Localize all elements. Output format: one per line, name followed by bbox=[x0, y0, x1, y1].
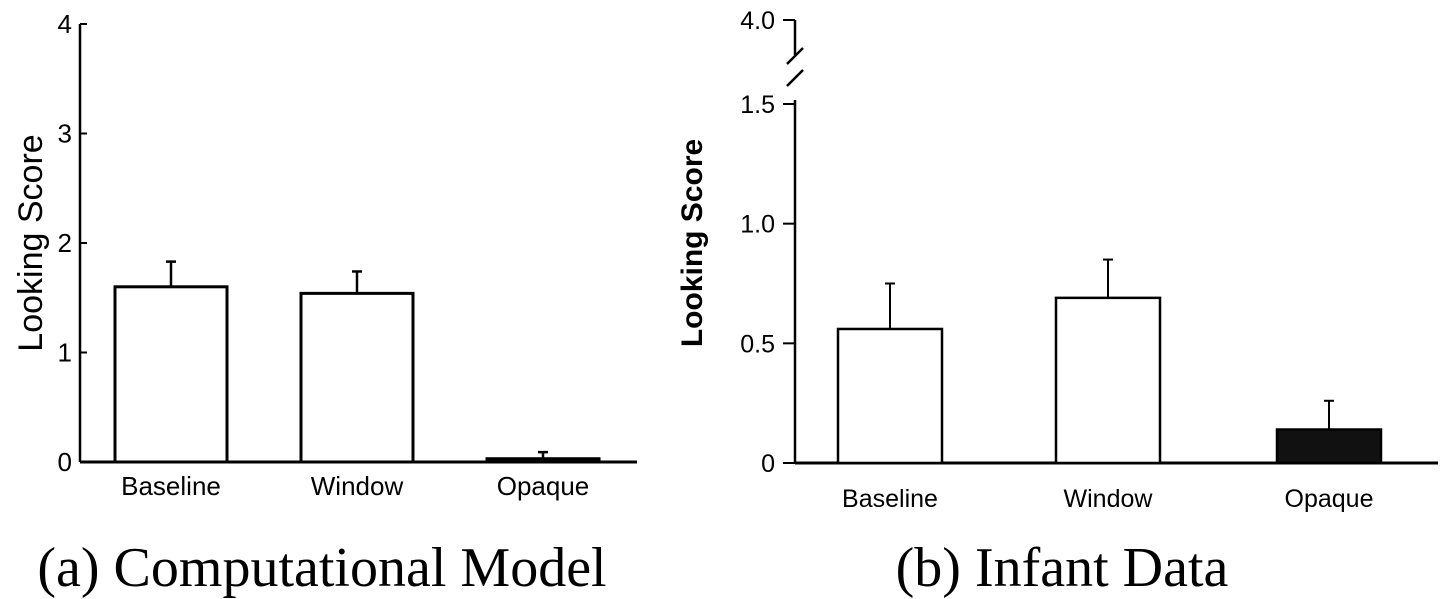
panel-b-bar-window bbox=[1054, 296, 1162, 465]
panel-b-y-tick-label: 1.5 bbox=[740, 91, 775, 119]
panel-b-y-tick-label: 1.0 bbox=[740, 211, 775, 239]
panel-b-axis-break-mark bbox=[786, 47, 804, 65]
panel-b-y-tick-label: 0 bbox=[761, 450, 775, 478]
panel-b-y-axis-label: Looking Score bbox=[676, 139, 709, 347]
panel-b-y-tick-label: 4.0 bbox=[740, 7, 775, 35]
panel-a-bar-baseline bbox=[113, 285, 229, 464]
panel-a-y-axis-label: Looking Score bbox=[12, 134, 50, 351]
panel-a-category-label: Opaque bbox=[497, 471, 590, 501]
panel-b-axis-break-mark bbox=[786, 69, 804, 87]
panel-a-y-tick-label: 3 bbox=[58, 119, 72, 149]
panel-b-bar-opaque bbox=[1275, 428, 1383, 465]
panel-a-category-label: Baseline bbox=[121, 471, 221, 501]
panel-a-caption: (a) Computational Model bbox=[37, 537, 606, 599]
panel-b-category-label: Baseline bbox=[842, 485, 938, 513]
panel-b-bar-baseline bbox=[836, 327, 944, 465]
panel-b-y-tick-label: 0.5 bbox=[740, 330, 775, 358]
panel-a-y-tick-label: 2 bbox=[58, 228, 72, 258]
panel-a-bar-opaque bbox=[485, 457, 601, 464]
panel-b-caption: (b) Infant Data bbox=[896, 537, 1229, 599]
panel-b-infant-data: Looking Score (b) Infant Data 0 0.5 1.0 1.5… bbox=[676, 7, 1438, 599]
panel-b-category-label: Opaque bbox=[1285, 485, 1374, 513]
panel-b-category-label: Window bbox=[1064, 485, 1154, 513]
panel-a-bar-window bbox=[299, 291, 415, 464]
panel-a-y-tick-label: 4 bbox=[58, 9, 72, 39]
panel-a-computational-model: Looking Score (a) Computational Model 0 1… bbox=[12, 9, 637, 599]
panel-a-category-label: Window bbox=[311, 471, 404, 501]
panel-a-y-tick-label: 0 bbox=[58, 447, 72, 477]
panel-a-y-tick-label: 1 bbox=[58, 338, 72, 368]
